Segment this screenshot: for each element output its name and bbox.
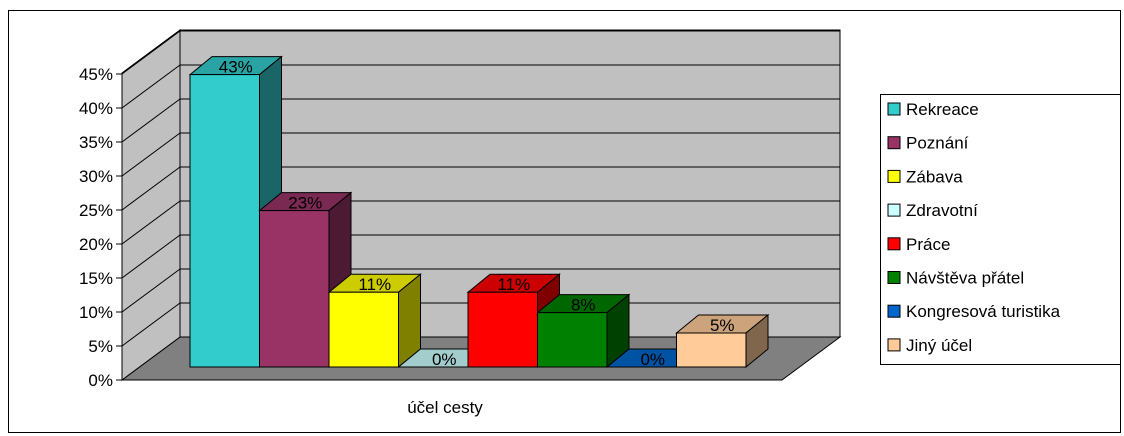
bar [258, 191, 353, 369]
legend-entry: Poznání [906, 134, 969, 153]
legend-swatch [887, 304, 901, 318]
bar-front [259, 210, 330, 368]
data-label: 8% [571, 296, 596, 315]
gridline-side [121, 200, 181, 245]
y-tick-label: 45% [79, 65, 113, 84]
gridline-side [121, 166, 181, 211]
legend-swatch [887, 271, 901, 284]
legend-swatch [887, 237, 901, 251]
data-label: 0% [432, 350, 457, 369]
legend-swatch [887, 102, 901, 116]
y-tick-label: 15% [79, 269, 113, 288]
gridline-side [121, 132, 181, 177]
legend-swatch [887, 203, 901, 217]
data-label: 11% [358, 275, 391, 294]
side-wall [121, 29, 181, 381]
legend-entry: Kongresová turistika [906, 302, 1061, 321]
x-axis-label: účel cesty [407, 398, 483, 417]
gridline-side [121, 98, 181, 143]
data-label: 5% [710, 316, 735, 335]
y-tick-label: 40% [79, 99, 113, 118]
data-label: 23% [288, 194, 322, 213]
gridline-side [121, 234, 181, 279]
bar [327, 273, 422, 369]
gridline-side [121, 64, 181, 109]
legend-box [880, 94, 1121, 365]
bar [675, 313, 770, 369]
y-tick-label: 5% [88, 337, 113, 356]
legend-entry: Zdravotní [906, 201, 978, 220]
bar-front [537, 312, 608, 368]
y-tick-label: 30% [79, 167, 113, 186]
y-tick-label: 10% [79, 303, 113, 322]
bar-front [676, 332, 747, 368]
legend-entry: Zábava [906, 167, 963, 186]
bar [536, 293, 631, 369]
y-tick-label: 35% [79, 133, 113, 152]
data-label: 43% [219, 58, 253, 77]
gridline-side [121, 268, 181, 313]
bar-front [328, 291, 399, 368]
legend-entry: Jiný účel [906, 336, 972, 355]
data-label: 11% [497, 275, 530, 294]
legend-swatch [887, 338, 901, 352]
legend-swatch [887, 136, 901, 150]
legend-entry: Práce [906, 235, 950, 254]
gridline-side [121, 302, 181, 347]
bar-front [189, 74, 260, 368]
y-tick-label: 20% [79, 235, 113, 254]
bar-front [467, 291, 538, 368]
y-tick-label: 25% [79, 201, 113, 220]
data-label: 0% [640, 350, 665, 369]
legend-entry: Rekreace [906, 100, 979, 119]
legend-swatch [887, 169, 901, 183]
gridline-side [121, 30, 181, 75]
y-tick-label: 0% [88, 371, 113, 390]
legend-entry: Návštěva přátel [906, 269, 1024, 288]
